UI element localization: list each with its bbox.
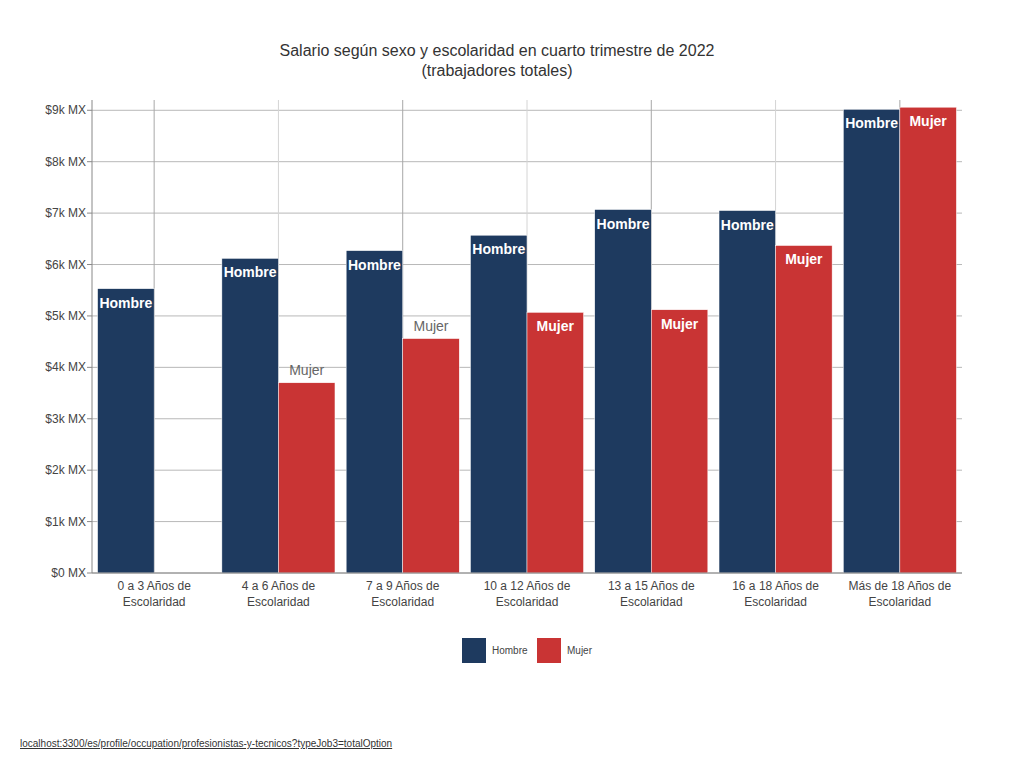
source: localhost:3300/es/profile/occupation/pro… [20, 738, 392, 749]
legend-swatch [462, 638, 486, 663]
grid-line [92, 573, 962, 574]
y-tick-label: $9k MX [45, 103, 86, 117]
tick-mark [87, 418, 92, 419]
x-tick-label: 10 a 12 Años de Escolaridad [484, 579, 571, 609]
x-tick-label: 0 a 3 Años de Escolaridad [117, 579, 191, 609]
x-tick-label-line: 4 a 6 Años de [242, 579, 316, 593]
x-tick-label-line: 13 a 15 Años de [608, 579, 695, 593]
x-tick-label-line: Escolaridad [247, 595, 310, 609]
y-tick-label: $4k MX [45, 360, 86, 374]
y-tick-label: $0 MX [51, 566, 86, 580]
x-tick-label: 13 a 15 Años de Escolaridad [608, 579, 695, 609]
x-tick-label-line: 7 a 9 Años de [366, 579, 440, 593]
y-tick-label: $7k MX [45, 206, 86, 220]
bar [346, 251, 403, 573]
y-tick-label: $6k MX [45, 258, 86, 272]
x-tick-label: 7 a 9 Años de Escolaridad [366, 579, 440, 609]
y-axis [92, 100, 93, 573]
bar-label: Hombre [845, 115, 898, 131]
x-tick-label-line: 16 a 18 Años de [732, 579, 819, 593]
tick-mark [87, 367, 92, 368]
y-tick-label: $5k MX [45, 309, 86, 323]
bar [595, 210, 652, 573]
bar-label: Mujer [537, 318, 575, 334]
tick-mark [87, 213, 92, 214]
bar [776, 245, 833, 573]
bar [900, 107, 957, 573]
x-tick-label: 16 a 18 Años de Escolaridad [732, 579, 819, 609]
bar [719, 211, 776, 573]
subtitle: (trabajadores totales) [421, 62, 572, 79]
y-tick-label: $2k MX [45, 463, 86, 477]
x-tick-label: 4 a 6 Años de Escolaridad [242, 579, 316, 609]
chart: Salario según sexo y escolaridad en cuar… [0, 0, 1019, 770]
bar [98, 289, 155, 573]
x-tick-label-line: Escolaridad [744, 595, 807, 609]
x-tick-label-line: Escolaridad [496, 595, 559, 609]
bar-labels: Hombre Hombre Hombre Hombre Hombre Hombre Homb… [99, 113, 947, 378]
x-tick-label: Más de 18 Años de Escolaridad [848, 579, 951, 609]
x-tick-label-line: Escolaridad [620, 595, 683, 609]
tick-mark [87, 264, 92, 265]
grid [87, 100, 962, 573]
tick-mark [87, 573, 92, 574]
x-axis [92, 573, 962, 574]
legend-label: Hombre [492, 645, 528, 656]
legend: Hombre Mujer [462, 638, 593, 663]
bar-label: Mujer [289, 362, 324, 378]
x-tick-label-line: Escolaridad [869, 595, 932, 609]
legend-swatch [537, 638, 561, 663]
tick-mark [87, 470, 92, 471]
bar [527, 312, 584, 573]
bar-label: Mujer [661, 316, 699, 332]
tick-mark [87, 521, 92, 522]
x-tick-label-line: 0 a 3 Años de [117, 579, 191, 593]
y-tick-label: $8k MX [45, 155, 86, 169]
bar-label: Mujer [413, 318, 448, 334]
x-tick-label-line: 10 a 12 Años de [484, 579, 571, 593]
bar [403, 339, 460, 573]
bar [470, 235, 527, 573]
tick-mark [87, 110, 92, 111]
y-tick-label: $1k MX [45, 515, 86, 529]
x-tick-label-line: Más de 18 Años de [848, 579, 951, 593]
x-tick-label-line: Escolaridad [371, 595, 434, 609]
bar [843, 109, 900, 573]
tick-mark [87, 161, 92, 162]
bar-label: Hombre [721, 217, 774, 233]
legend-label: Mujer [567, 645, 593, 656]
bar-label: Hombre [597, 216, 650, 232]
bar [278, 383, 335, 573]
bar-label: Mujer [909, 113, 947, 129]
y-tick-label: $3k MX [45, 412, 86, 426]
bars [98, 107, 957, 573]
bar-label: Hombre [99, 295, 152, 311]
bar-label: Hombre [224, 264, 277, 280]
bar-label: Mujer [785, 251, 823, 267]
bar [222, 258, 279, 573]
title: Salario según sexo y escolaridad en cuar… [280, 42, 715, 59]
x-tick-label-line: Escolaridad [123, 595, 186, 609]
tick-mark [87, 315, 92, 316]
bar-label: Hombre [348, 257, 401, 273]
bar [651, 310, 708, 573]
bar-label: Hombre [472, 241, 525, 257]
